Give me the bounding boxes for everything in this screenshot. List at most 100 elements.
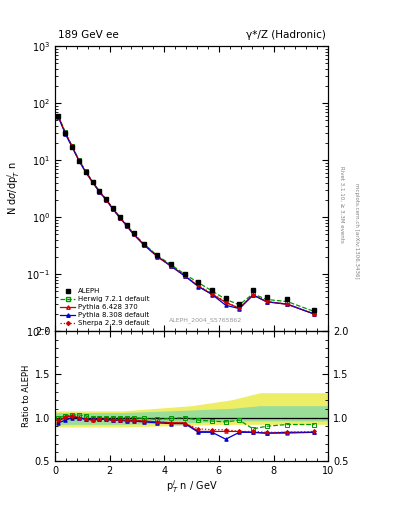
Pythia 6.428 370 [131, 231, 136, 237]
Pythia 6.428 370 [111, 206, 116, 212]
Pythia 8.308 default [210, 291, 215, 297]
Pythia 8.308 default [251, 292, 255, 298]
Sherpa 2.2.9 default [210, 291, 215, 297]
Herwig 7.2.1 default [97, 188, 102, 194]
Pythia 6.428 370 [312, 311, 317, 317]
Sherpa 2.2.9 default [223, 299, 228, 305]
Pythia 6.428 370 [141, 242, 146, 248]
Pythia 8.308 default [312, 311, 317, 317]
Herwig 7.2.1 default [111, 205, 116, 211]
Text: mcplots.cern.ch [arXiv:1306.3436]: mcplots.cern.ch [arXiv:1306.3436] [354, 183, 359, 278]
Pythia 6.428 370 [196, 283, 201, 289]
Sherpa 2.2.9 default [97, 188, 102, 195]
Herwig 7.2.1 default [90, 179, 95, 185]
Pythia 8.308 default [141, 242, 146, 248]
Pythia 8.308 default [83, 169, 88, 175]
Pythia 8.308 default [131, 231, 136, 238]
Pythia 6.428 370 [118, 215, 122, 221]
Herwig 7.2.1 default [264, 296, 269, 303]
Sherpa 2.2.9 default [111, 206, 116, 212]
Herwig 7.2.1 default [70, 143, 74, 150]
Herwig 7.2.1 default [104, 196, 108, 202]
Sherpa 2.2.9 default [196, 282, 201, 288]
Pythia 8.308 default [169, 263, 173, 269]
Herwig 7.2.1 default [118, 214, 122, 220]
Sherpa 2.2.9 default [104, 197, 108, 203]
Sherpa 2.2.9 default [70, 143, 74, 150]
Pythia 6.428 370 [104, 197, 108, 203]
Sherpa 2.2.9 default [251, 292, 255, 298]
Herwig 7.2.1 default [63, 130, 68, 136]
Pythia 6.428 370 [70, 143, 74, 150]
Herwig 7.2.1 default [223, 296, 228, 303]
Pythia 6.428 370 [97, 188, 102, 195]
Pythia 8.308 default [124, 223, 129, 229]
Y-axis label: N d$\sigma$/dp$_T^i$ n: N d$\sigma$/dp$_T^i$ n [6, 162, 22, 216]
Herwig 7.2.1 default [155, 252, 160, 259]
Pythia 6.428 370 [182, 272, 187, 279]
Pythia 8.308 default [196, 284, 201, 290]
Herwig 7.2.1 default [237, 302, 242, 308]
Sherpa 2.2.9 default [237, 305, 242, 311]
Herwig 7.2.1 default [251, 291, 255, 297]
Pythia 6.428 370 [124, 223, 129, 229]
Text: ALEPH_2004_S5765862: ALEPH_2004_S5765862 [169, 317, 242, 323]
Text: Rivet 3.1.10, ≥ 3.3M events: Rivet 3.1.10, ≥ 3.3M events [339, 166, 344, 243]
Sherpa 2.2.9 default [118, 215, 122, 221]
Herwig 7.2.1 default [169, 262, 173, 268]
Pythia 6.428 370 [285, 302, 290, 308]
Herwig 7.2.1 default [56, 113, 61, 119]
Pythia 8.308 default [223, 302, 228, 308]
Line: Pythia 6.428 370: Pythia 6.428 370 [57, 115, 316, 316]
Sherpa 2.2.9 default [56, 114, 61, 120]
Pythia 8.308 default [104, 197, 108, 203]
Pythia 6.428 370 [63, 130, 68, 136]
Y-axis label: Ratio to ALEPH: Ratio to ALEPH [22, 365, 31, 427]
Pythia 8.308 default [70, 144, 74, 150]
Herwig 7.2.1 default [83, 168, 88, 174]
Text: 189 GeV ee: 189 GeV ee [58, 30, 119, 40]
Pythia 6.428 370 [223, 300, 228, 306]
Pythia 8.308 default [237, 306, 242, 312]
Sherpa 2.2.9 default [131, 231, 136, 237]
Pythia 8.308 default [56, 114, 61, 120]
Pythia 8.308 default [63, 131, 68, 137]
Sherpa 2.2.9 default [141, 242, 146, 248]
Herwig 7.2.1 default [312, 309, 317, 315]
Herwig 7.2.1 default [210, 288, 215, 294]
Pythia 6.428 370 [264, 298, 269, 305]
Sherpa 2.2.9 default [155, 253, 160, 260]
Pythia 8.308 default [264, 298, 269, 305]
Pythia 6.428 370 [237, 305, 242, 311]
Pythia 8.308 default [111, 206, 116, 212]
Pythia 8.308 default [77, 158, 81, 164]
Sherpa 2.2.9 default [182, 273, 187, 279]
Pythia 8.308 default [118, 215, 122, 221]
Sherpa 2.2.9 default [264, 298, 269, 305]
Herwig 7.2.1 default [141, 241, 146, 247]
Legend: ALEPH, Herwig 7.2.1 default, Pythia 6.428 370, Pythia 8.308 default, Sherpa 2.2.: ALEPH, Herwig 7.2.1 default, Pythia 6.42… [57, 285, 152, 329]
Sherpa 2.2.9 default [83, 169, 88, 175]
Herwig 7.2.1 default [182, 271, 187, 278]
Text: γ*/Z (Hadronic): γ*/Z (Hadronic) [246, 30, 325, 40]
Pythia 6.428 370 [77, 158, 81, 164]
Sherpa 2.2.9 default [312, 311, 317, 317]
Sherpa 2.2.9 default [169, 263, 173, 269]
Pythia 6.428 370 [169, 263, 173, 269]
Pythia 8.308 default [97, 188, 102, 195]
Sherpa 2.2.9 default [285, 301, 290, 307]
Pythia 6.428 370 [155, 253, 160, 260]
Pythia 6.428 370 [251, 292, 255, 298]
Pythia 6.428 370 [56, 114, 61, 120]
Line: Sherpa 2.2.9 default: Sherpa 2.2.9 default [57, 115, 316, 315]
Pythia 8.308 default [285, 301, 290, 307]
Line: Pythia 8.308 default: Pythia 8.308 default [57, 116, 316, 316]
Pythia 6.428 370 [90, 179, 95, 185]
Sherpa 2.2.9 default [77, 158, 81, 164]
Herwig 7.2.1 default [196, 280, 201, 286]
Herwig 7.2.1 default [131, 230, 136, 237]
Pythia 8.308 default [90, 179, 95, 185]
Pythia 6.428 370 [83, 169, 88, 175]
Sherpa 2.2.9 default [124, 223, 129, 229]
Herwig 7.2.1 default [124, 222, 129, 228]
